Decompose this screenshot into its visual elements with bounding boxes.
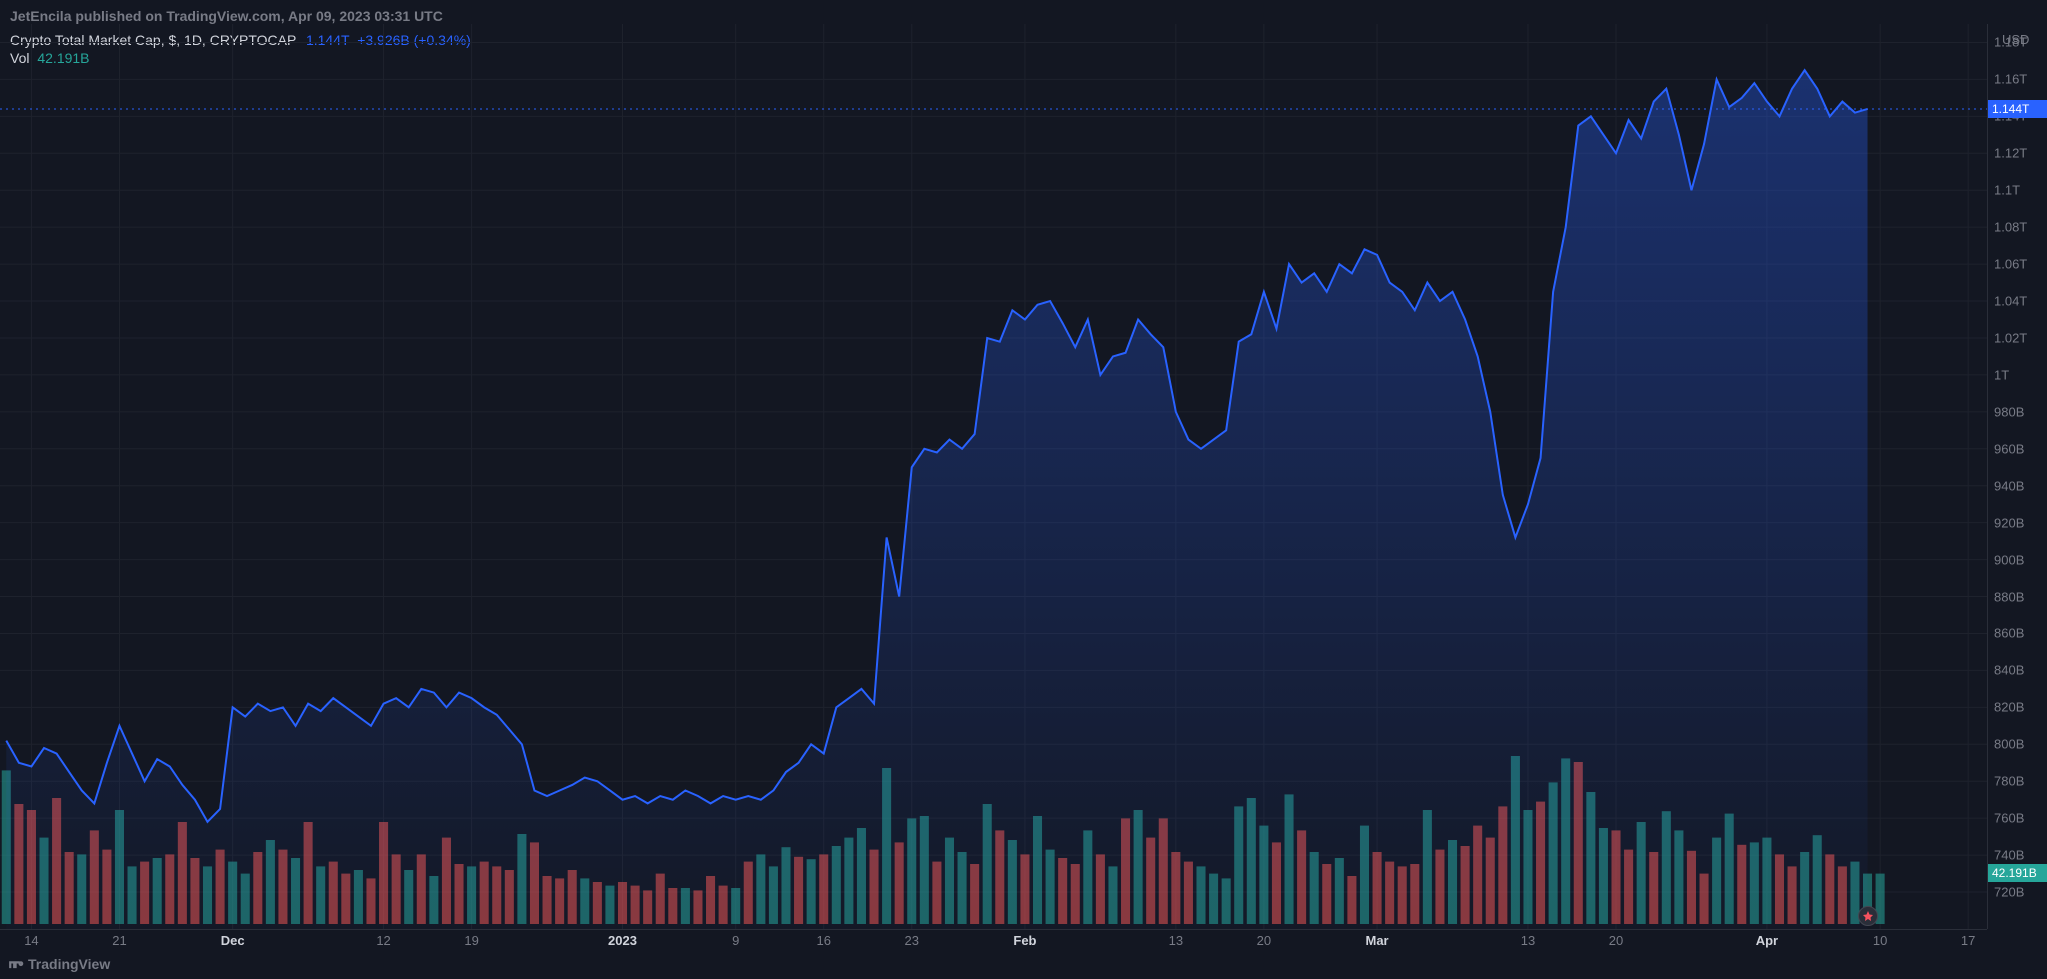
ytick: 1.16T	[1994, 72, 2027, 87]
ytick: 1.06T	[1994, 257, 2027, 272]
xtick: 12	[376, 933, 390, 948]
ytick: 820B	[1994, 700, 2024, 715]
ytick: 900B	[1994, 552, 2024, 567]
ytick: 1.12T	[1994, 146, 2027, 161]
publish-info: JetEncila published on TradingView.com, …	[10, 8, 443, 24]
xtick: 19	[464, 933, 478, 948]
ytick: 1.04T	[1994, 294, 2027, 309]
ytick: 1.02T	[1994, 330, 2027, 345]
xtick: 13	[1521, 933, 1535, 948]
xtick: 20	[1609, 933, 1623, 948]
ytick: 920B	[1994, 515, 2024, 530]
xtick: 9	[732, 933, 739, 948]
ytick: 840B	[1994, 663, 2024, 678]
xtick: Dec	[221, 933, 245, 948]
last-vol-tag: 42.191B	[1988, 864, 2047, 882]
chart-pane[interactable]	[0, 24, 1987, 929]
ytick: 1.08T	[1994, 220, 2027, 235]
ytick: 760B	[1994, 811, 2024, 826]
ytick: 740B	[1994, 848, 2024, 863]
last-price-tag: 1.144T	[1988, 100, 2047, 118]
ytick: 780B	[1994, 774, 2024, 789]
xtick: 20	[1257, 933, 1271, 948]
tradingview-logo[interactable]: TradingView	[8, 956, 110, 973]
ytick: 720B	[1994, 885, 2024, 900]
ytick: 1.18T	[1994, 35, 2027, 50]
xtick: 16	[816, 933, 830, 948]
brand-text: TradingView	[28, 956, 110, 972]
xtick: Apr	[1756, 933, 1778, 948]
xtick: Mar	[1366, 933, 1389, 948]
xtick: 2023	[608, 933, 637, 948]
ytick: 880B	[1994, 589, 2024, 604]
magnet-icon[interactable]	[1858, 906, 1878, 926]
xtick: 10	[1873, 933, 1887, 948]
ytick: 860B	[1994, 626, 2024, 641]
ytick: 1.1T	[1994, 183, 2020, 198]
ytick: 1T	[1994, 367, 2009, 382]
ytick: 980B	[1994, 404, 2024, 419]
xtick: 23	[905, 933, 919, 948]
ytick: 960B	[1994, 441, 2024, 456]
price-axis[interactable]: USD 1.18T1.16T1.14T1.12T1.1T1.08T1.06T1.…	[1987, 24, 2047, 929]
xtick: 21	[112, 933, 126, 948]
xtick: Feb	[1013, 933, 1036, 948]
xtick: 17	[1961, 933, 1975, 948]
ytick: 800B	[1994, 737, 2024, 752]
xtick: 14	[24, 933, 38, 948]
time-axis[interactable]: 14 21 Dec 12 19 2023 9 16 23 Feb 13 20 Mar 13 20 Apr 10 1…	[0, 929, 1987, 949]
xtick: 13	[1169, 933, 1183, 948]
ytick: 940B	[1994, 478, 2024, 493]
